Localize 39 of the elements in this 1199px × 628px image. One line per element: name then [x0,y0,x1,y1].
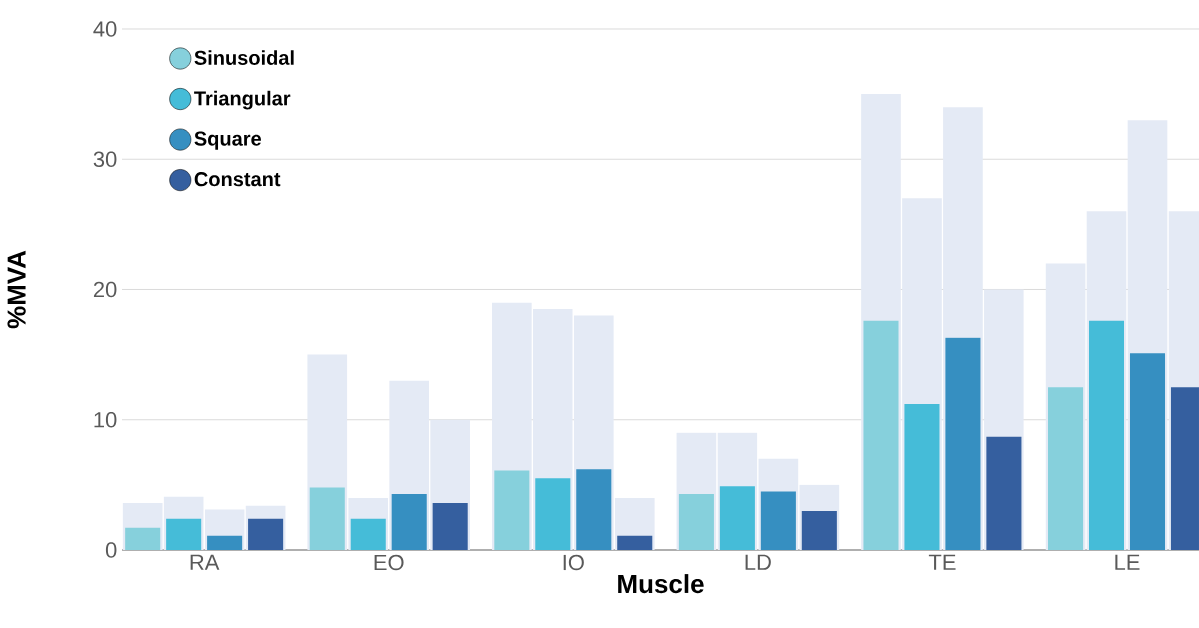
bar [760,491,796,550]
legend-label: Square [194,131,261,150]
bar [576,469,612,550]
bar [248,518,284,550]
x-tick-label: IO [563,554,584,571]
bar [945,337,981,550]
bar [391,493,427,550]
legend-label: Sinusoidal [194,50,294,65]
y-tick-label: 10 [94,411,117,428]
bar [309,487,345,550]
bar [719,486,755,550]
legend-label: Constant [194,172,281,187]
bar [535,478,571,550]
bar [678,493,714,550]
bar [801,510,837,550]
bar [350,518,386,550]
y-tick-label: 0 [105,542,117,558]
bar [863,320,899,550]
x-tick-label: EO [374,554,404,571]
x-axis-title: Muscle [618,574,704,594]
bar [432,503,468,550]
bar [1088,320,1125,550]
bar [166,518,202,550]
x-tick-label: RA [190,554,220,570]
bar [125,527,161,550]
legend-label: Triangular [194,90,291,110]
bar [904,404,940,550]
x-tick-label: LD [745,554,771,570]
y-tick-label: 40 [93,21,117,37]
y-tick-label: 30 [93,151,117,168]
bar [986,436,1022,550]
bar [1048,387,1084,550]
x-tick-label: LE [1115,554,1140,570]
bar [617,535,653,550]
y-tick-label: 20 [93,281,117,298]
x-tick-label: TE [928,554,956,570]
bar [494,470,530,550]
y-axis-title: %MVA [7,250,26,329]
bar [207,535,243,550]
